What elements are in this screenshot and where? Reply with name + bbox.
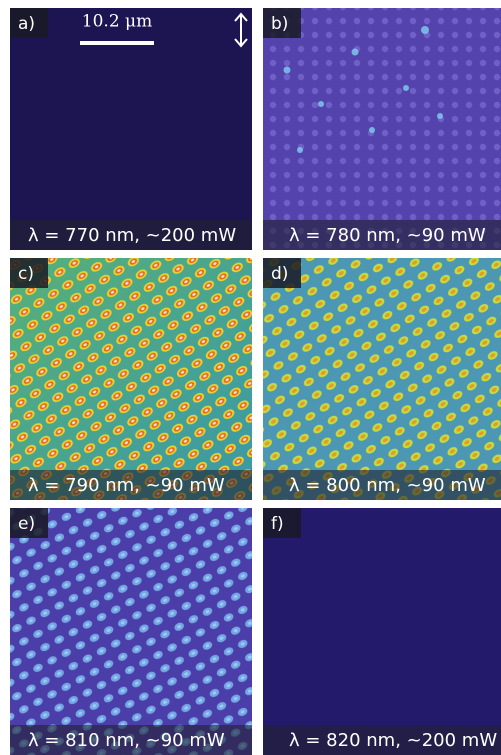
figure: 10.2 μm a) λ = 770 nm, ~200 mW b) λ = 780 n…	[0, 0, 501, 755]
panel-label: f)	[271, 514, 284, 534]
image-d-dots	[263, 258, 501, 500]
panel-caption: λ = 770 nm, ~200 mW	[28, 225, 236, 246]
image-f	[263, 508, 501, 755]
panel-caption: λ = 790 nm, ~90 mW	[28, 475, 225, 496]
image-c-dots	[10, 258, 252, 500]
scale-bar-label: 10.2 μm	[82, 12, 152, 32]
panel-caption: λ = 800 nm, ~90 mW	[289, 475, 486, 496]
panel-caption: λ = 780 nm, ~90 mW	[289, 225, 486, 246]
panel-label: a)	[18, 14, 35, 34]
panel-label: e)	[18, 514, 35, 534]
panel-label: c)	[18, 264, 34, 284]
panel-label: b)	[271, 14, 288, 34]
image-e-dots	[10, 508, 252, 755]
image-b-dots	[263, 8, 501, 250]
panel-caption: λ = 810 nm, ~90 mW	[28, 730, 225, 751]
panel-label: d)	[271, 264, 288, 284]
panel-caption: λ = 820 nm, ~200 mW	[289, 730, 497, 751]
